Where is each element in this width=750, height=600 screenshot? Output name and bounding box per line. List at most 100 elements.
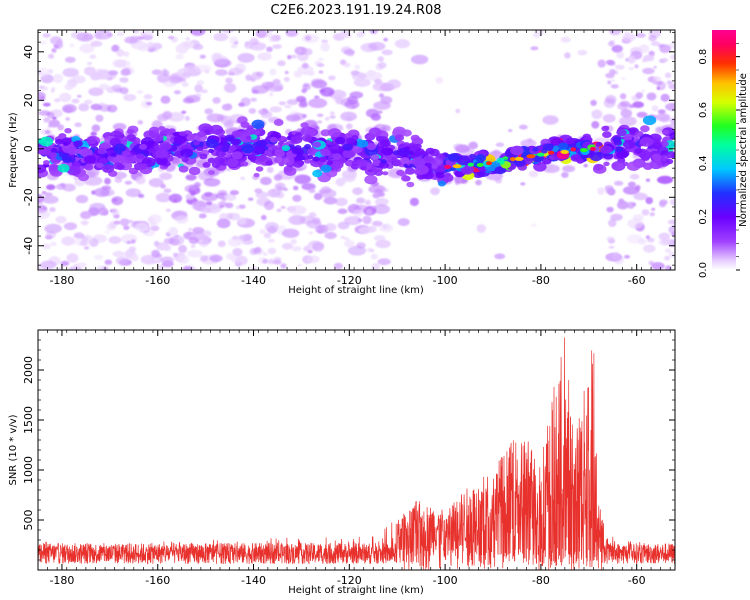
spectrogram-noise-blob (245, 74, 253, 81)
y-tick-label: 40 (22, 45, 35, 59)
spectrogram-ridge-blob (126, 134, 136, 141)
spectrogram-noise-blob (119, 87, 129, 95)
spectrogram-ridge-blob (410, 134, 420, 142)
spectrogram-ridge-blob (366, 143, 377, 151)
spectrogram-noise-blob (98, 83, 109, 91)
spectrogram-noise-blob (267, 225, 277, 234)
spectrogram-ridge-blob (231, 130, 242, 138)
spectrogram-noise-blob (123, 94, 137, 102)
spectrogram-ridge-blob (541, 148, 548, 154)
spectrogram-noise-blob (91, 124, 101, 132)
spectrogram-noise-blob (55, 216, 67, 224)
spectrogram-ridge-blob (642, 162, 654, 170)
spectrogram-noise-blob (258, 109, 269, 115)
spectrogram-noise-blob (347, 245, 367, 256)
spectrogram-noise-blob (163, 188, 172, 194)
spectrogram-noise-blob (647, 237, 655, 243)
x-tick-label: -180 (49, 574, 74, 587)
spectrogram-ridge-blob (55, 139, 63, 145)
spectrogram-noise-blob (534, 30, 546, 36)
spectrogram-noise-blob (128, 246, 137, 253)
spectrogram-noise-blob (365, 209, 373, 216)
spectrogram-noise-blob (63, 222, 78, 231)
spectrogram-ridge-blob (356, 159, 368, 167)
spectrogram-noise-blob (143, 30, 154, 39)
spectrogram-noise-blob (62, 104, 77, 113)
spectrogram-noise-blob (609, 30, 622, 36)
spectrogram-noise-blob (328, 75, 336, 81)
spectrogram-noise-blob (263, 252, 268, 256)
x-tick-label: -120 (337, 274, 362, 287)
spectrogram-ridge-blob (405, 167, 416, 175)
spectrogram-ridge-blob (240, 161, 249, 167)
spectrogram-noise-blob (368, 184, 386, 194)
spectrogram-noise-blob (493, 149, 500, 156)
spectrogram-noise-blob (119, 77, 129, 83)
spectrogram-noise-blob (40, 260, 57, 270)
spectrogram-noise-blob (198, 213, 207, 219)
spectrogram-noise-blob (290, 54, 297, 59)
spectrogram-noise-blob (112, 59, 127, 68)
spectrogram-noise-blob (99, 102, 105, 106)
spectrogram-ridge-blob (256, 154, 268, 163)
spectrogram-noise-blob (591, 121, 600, 129)
spectrogram-noise-blob (231, 255, 246, 264)
spectrogram-noise-blob (190, 244, 196, 249)
spectrogram-noise-blob (357, 73, 367, 79)
spectrogram-noise-blob (659, 44, 671, 53)
spectrogram-noise-blob (369, 30, 378, 35)
spectrogram-noise-blob (84, 99, 93, 105)
spectrogram-ridge-blob (273, 119, 284, 126)
spectrogram-noise-blob (605, 72, 615, 79)
x-tick-label: -60 (628, 274, 646, 287)
spectrogram-ridge-blob (249, 134, 258, 140)
spectrogram-noise-blob (324, 117, 330, 121)
spectrogram-ridge-blob (510, 145, 524, 156)
spectrogram-noise-blob (123, 225, 130, 231)
spectrogram-noise-blob (226, 168, 232, 172)
spectrogram-noise-blob (642, 67, 655, 75)
spectrogram-noise-blob (43, 117, 51, 123)
spectrogram-noise-blob (293, 70, 303, 78)
spectrogram-noise-blob (340, 111, 357, 122)
spectrogram-noise-blob (435, 77, 444, 84)
spectrogram-noise-blob (287, 55, 292, 60)
spectrogram-noise-blob (237, 217, 247, 225)
spectrogram-noise-blob (641, 89, 645, 93)
spectrogram-noise-blob (609, 78, 615, 83)
spectrogram-noise-blob (254, 188, 263, 194)
spectrogram-noise-blob (42, 86, 49, 91)
spectrogram-noise-blob (149, 222, 157, 227)
spectrogram-noise-blob (629, 173, 640, 180)
y-tick-label: 20 (22, 93, 35, 107)
bottom-y-axis: 500 1000 1500 2000 (22, 329, 675, 561)
spectrogram-ridge-blob (312, 141, 322, 148)
spectrogram-noise-blob (665, 102, 675, 111)
spectrogram-noise-blob (636, 32, 646, 38)
spectrogram-noise-blob (71, 98, 80, 104)
spectrogram-noise-blob (319, 188, 337, 199)
spectrogram-noise-blob (635, 184, 641, 191)
spectrogram-noise-blob (213, 32, 229, 42)
spectrogram-noise-blob (235, 237, 244, 246)
spectrogram-ridge-blob (318, 156, 328, 163)
spectrogram-ridge-blob (231, 151, 243, 160)
x-tick-label: -180 (49, 274, 74, 287)
spectrogram-noise-blob (88, 87, 104, 96)
spectrogram-noise-blob (89, 54, 97, 59)
spectrogram-noise-blob (75, 262, 87, 268)
spectrogram-noise-blob (374, 197, 389, 206)
spectrogram-noise-blob (199, 54, 206, 59)
spectrogram-noise-blob (240, 97, 251, 107)
spectrogram-ridge-blob (602, 131, 612, 139)
spectrogram-noise-blob (273, 174, 283, 181)
spectrogram-ridge-blob (152, 133, 164, 142)
spectrogram-noise-blob (374, 78, 382, 84)
top-x-axis: -180 -160 -140 -120 -100 -80 -60 (37, 30, 671, 287)
spectrogram-noise-blob (71, 75, 86, 84)
spectrogram-noise-blob (651, 262, 665, 270)
spectrogram-ridge-blob (307, 155, 314, 160)
spectrogram-ridge-blob (640, 125, 650, 133)
spectrogram-noise-blob (645, 178, 651, 182)
spectrogram-noise-blob (93, 187, 110, 197)
